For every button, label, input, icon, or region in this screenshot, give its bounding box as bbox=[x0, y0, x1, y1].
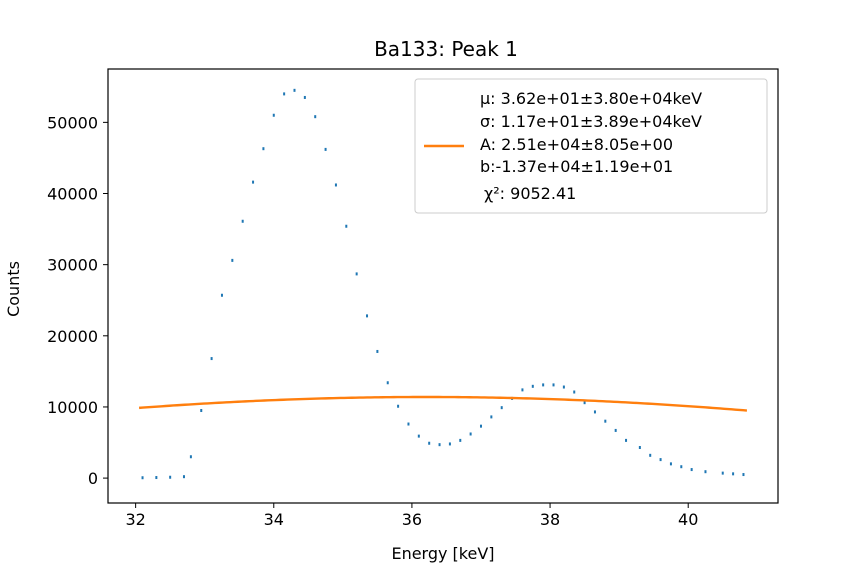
y-tick-label: 0 bbox=[88, 469, 98, 488]
data-point bbox=[479, 424, 482, 428]
data-point bbox=[638, 446, 641, 449]
x-tick-label: 32 bbox=[125, 510, 145, 529]
x-tick-label: 36 bbox=[402, 510, 422, 529]
data-point bbox=[625, 438, 628, 442]
x-axis: 32 34 36 38 40 bbox=[125, 503, 698, 529]
data-point bbox=[552, 383, 555, 387]
x-tick-label: 40 bbox=[678, 510, 698, 529]
data-point bbox=[531, 384, 534, 388]
data-point bbox=[542, 383, 545, 387]
data-point bbox=[366, 314, 369, 318]
data-point bbox=[155, 476, 158, 480]
data-point bbox=[448, 442, 451, 446]
y-axis-label: Counts bbox=[4, 261, 23, 317]
data-point bbox=[521, 388, 524, 392]
data-point bbox=[649, 453, 652, 457]
data-point bbox=[490, 415, 493, 419]
data-point bbox=[593, 410, 596, 414]
y-tick-label: 20000 bbox=[47, 327, 98, 346]
data-point bbox=[200, 409, 203, 413]
y-tick-label: 10000 bbox=[47, 398, 98, 417]
x-tick-label: 38 bbox=[540, 510, 560, 529]
legend: μ: 3.62e+01±3.80e+04keV σ: 1.17e+01±3.89… bbox=[414, 78, 768, 214]
data-point bbox=[428, 441, 431, 445]
data-point bbox=[345, 224, 348, 228]
y-tick-label: 30000 bbox=[47, 256, 98, 275]
legend-line-a: A: 2.51e+04±8.05e+00 bbox=[480, 135, 673, 154]
legend-box bbox=[414, 78, 768, 214]
data-point bbox=[272, 113, 275, 117]
data-point bbox=[469, 432, 472, 436]
data-point bbox=[742, 473, 745, 477]
data-point bbox=[210, 357, 213, 361]
data-point bbox=[604, 419, 607, 423]
data-point bbox=[283, 92, 286, 96]
data-point bbox=[262, 147, 265, 151]
data-point bbox=[659, 458, 662, 462]
data-point bbox=[669, 462, 672, 466]
plot-frame bbox=[107, 68, 779, 504]
legend-line-sigma: σ: 1.17e+01±3.89e+04keV bbox=[480, 112, 702, 131]
data-point bbox=[397, 404, 400, 408]
data-point bbox=[169, 475, 172, 479]
legend-line-mu: μ: 3.62e+01±3.80e+04keV bbox=[480, 89, 702, 108]
data-point bbox=[459, 438, 462, 442]
x-tick-label: 34 bbox=[264, 510, 284, 529]
y-axis: 0 10000 20000 30000 40000 50000 bbox=[47, 113, 108, 488]
y-tick-label: 50000 bbox=[47, 113, 98, 132]
data-point bbox=[407, 422, 410, 426]
data-point bbox=[562, 385, 565, 389]
data-point bbox=[690, 468, 693, 472]
data-point bbox=[220, 293, 223, 297]
data-point bbox=[573, 390, 576, 394]
data-point bbox=[680, 465, 683, 469]
data-point bbox=[241, 219, 244, 223]
data-point bbox=[334, 183, 337, 187]
fit-curve bbox=[138, 395, 748, 412]
data-point bbox=[583, 401, 586, 405]
data-point bbox=[614, 428, 617, 432]
data-point bbox=[732, 472, 735, 476]
data-point bbox=[182, 475, 185, 479]
data-point bbox=[417, 434, 420, 438]
x-axis-label: Energy [keV] bbox=[391, 544, 494, 563]
data-point bbox=[355, 272, 358, 276]
y-tick-label: 40000 bbox=[47, 185, 98, 204]
data-point bbox=[189, 455, 192, 459]
data-point bbox=[141, 476, 144, 480]
data-point bbox=[438, 443, 441, 447]
data-point bbox=[386, 381, 389, 385]
data-point bbox=[376, 349, 379, 353]
legend-line-b: b:-1.37e+04±1.19e+01 bbox=[480, 157, 673, 176]
data-point bbox=[252, 180, 255, 184]
data-point bbox=[293, 88, 296, 92]
legend-line-chi2: χ²: 9052.41 bbox=[484, 184, 576, 203]
data-point bbox=[500, 406, 503, 410]
data-point bbox=[231, 258, 234, 262]
data-point bbox=[721, 471, 724, 475]
chart-title: Ba133: Peak 1 bbox=[374, 37, 518, 61]
plot-area bbox=[138, 88, 748, 480]
data-point bbox=[324, 147, 327, 151]
data-point bbox=[303, 95, 306, 99]
data-point bbox=[704, 470, 707, 474]
data-point bbox=[314, 115, 317, 119]
